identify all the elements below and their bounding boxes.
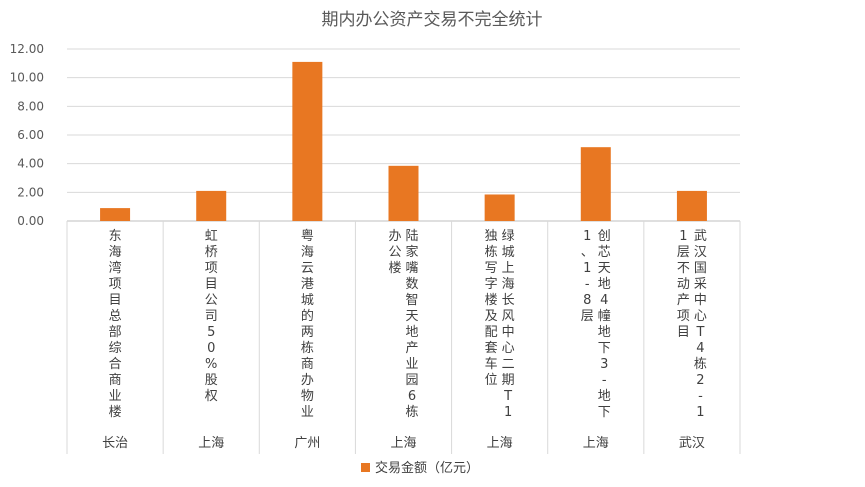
legend-label: 交易金额（亿元）	[375, 460, 479, 476]
category-label: 粤海云港城的两栋商办物业	[301, 228, 314, 420]
bar	[388, 165, 419, 221]
y-tick-label: 2.00	[17, 185, 44, 199]
bar	[484, 194, 515, 221]
y-tick-label: 10.00	[10, 71, 44, 85]
bar	[676, 190, 707, 221]
bar	[196, 190, 227, 221]
city-label: 武汉	[679, 436, 705, 451]
bar	[100, 208, 131, 221]
x-axis-cities: 长治 上海 广州 上海 上海 上海 武汉	[66, 221, 741, 454]
category-label: 创芯天地 4 幢地下 3 -地下1、 1 -8 层	[581, 229, 611, 420]
bar	[292, 61, 323, 222]
city-label: 上海	[583, 436, 609, 451]
city-label: 上海	[390, 436, 416, 451]
category-label: 东海湾项目总部综合商业楼	[109, 229, 122, 420]
x-axis-categories: 东海湾项目总部综合商业楼 虹桥项目公司 5 0 %股权 粤海云港城的两栋商办物业 陆家嘴数智…	[109, 228, 707, 420]
y-axis: 0.00 2.00 4.00 6.00 8.00 10.00 12.00	[10, 42, 44, 228]
y-tick-label: 8.00	[17, 99, 44, 113]
chart-title: 期内办公资产交易不完全统计	[322, 10, 543, 30]
bars	[100, 61, 707, 222]
legend-swatch	[361, 463, 370, 472]
gridlines	[67, 48, 740, 222]
y-tick-label: 12.00	[10, 42, 44, 56]
city-label: 长治	[102, 436, 128, 451]
city-label: 广州	[294, 436, 320, 451]
y-tick-label: 4.00	[17, 157, 44, 171]
category-label: 武汉国采中心 T 4 栋 2 -11 层不动产项目	[677, 229, 707, 420]
city-label: 上海	[198, 436, 224, 451]
category-label: 虹桥项目公司 5 0 %股权	[205, 229, 218, 404]
category-label: 陆家嘴数智天地产业园 6 栋办公楼	[388, 228, 418, 420]
y-tick-label: 6.00	[17, 128, 44, 142]
y-tick-label: 0.00	[17, 214, 44, 228]
city-label: 上海	[487, 436, 513, 451]
category-label: 绿城上海长风中心二期 T 1独栋写字楼及配套车位	[485, 229, 515, 420]
legend: 交易金额（亿元）	[361, 460, 479, 476]
bar	[580, 147, 611, 221]
